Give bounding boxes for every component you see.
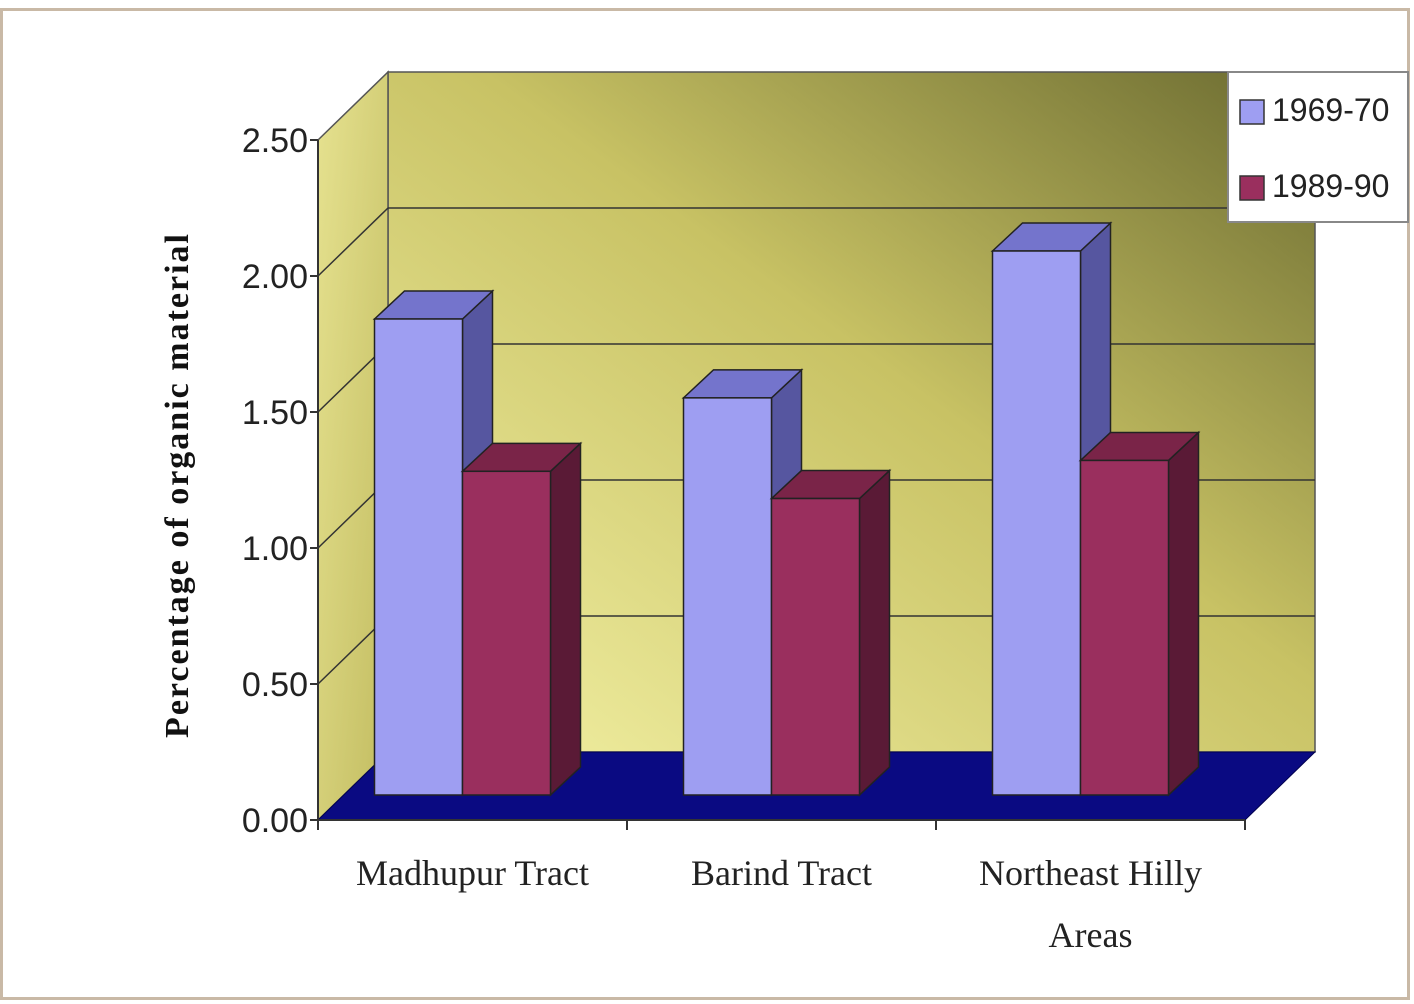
bar-front	[1079, 459, 1170, 796]
legend: 1969-70 1989-90	[1227, 71, 1409, 223]
legend-label-1969-70: 1969-70	[1272, 92, 1389, 128]
bar-1989-90-1	[769, 468, 892, 797]
bars	[372, 221, 1201, 797]
x-category-label: Madhupur Tract	[356, 853, 589, 893]
x-category-label: Barind Tract	[691, 853, 872, 893]
bar-front	[770, 497, 861, 796]
y-axis-title: Percentage of organic material	[159, 232, 196, 738]
bar-front	[682, 397, 773, 796]
bar-side	[549, 441, 582, 797]
y-axis-ticks: 0.00 0.50 1.00 1.50 2.00 2.50	[242, 122, 318, 840]
y-tick-label: 0.00	[242, 802, 308, 840]
y-tick-label: 1.00	[242, 530, 308, 568]
x-axis-categories: Madhupur Tract Barind Tract Northeast Hill…	[317, 820, 1246, 955]
gridline-side	[317, 207, 389, 277]
bar-side	[858, 468, 891, 797]
x-category-label: Northeast Hilly Areas	[979, 853, 1202, 955]
bar-1989-90-0	[460, 441, 583, 797]
y-tick-label: 0.50	[242, 666, 308, 704]
y-tick-label: 2.00	[242, 258, 308, 296]
bar-1989-90-2	[1078, 430, 1201, 797]
y-tick-label: 1.50	[242, 394, 308, 432]
legend-swatch-1969-70	[1239, 99, 1265, 125]
bar-front	[461, 470, 552, 796]
legend-label-1989-90: 1989-90	[1272, 168, 1389, 204]
axes	[317, 140, 1245, 821]
bar-side	[1167, 430, 1200, 797]
bar-front	[373, 318, 464, 796]
bar-front	[991, 250, 1082, 796]
y-tick-label: 2.50	[242, 122, 308, 160]
legend-swatch-1989-90	[1239, 175, 1265, 201]
